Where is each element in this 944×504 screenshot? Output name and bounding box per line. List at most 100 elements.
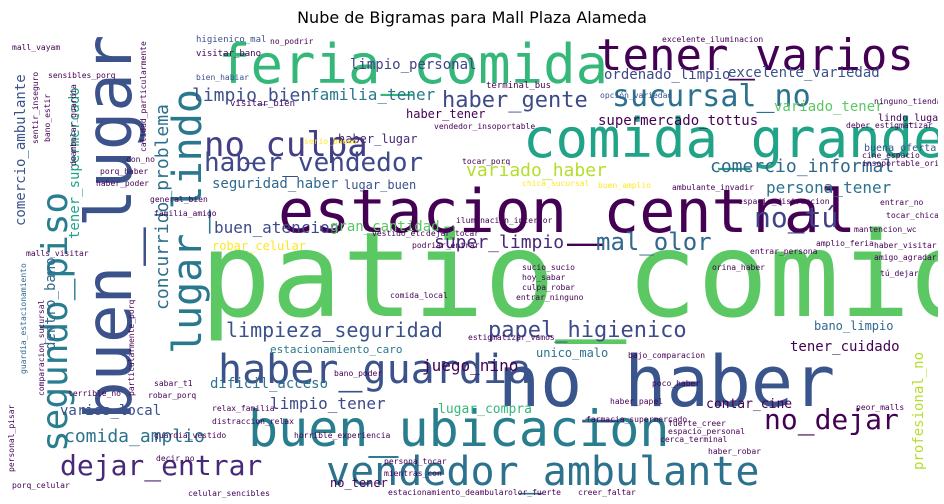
word-ambulante-invadir: ambulante_invadir [672, 183, 754, 192]
word-deambular-guardia: deambular_guardia [69, 84, 78, 166]
word-excelente-iluminacion: excelente_iluminacion [662, 35, 764, 44]
word-buen-amplio: buen_amplio [598, 181, 651, 190]
word-insoportable-orina: insoportable_orina [862, 159, 938, 168]
word-visitar-bien: visitar_bien [230, 99, 296, 109]
word-distraccion-relax: distraccion_relax [212, 417, 294, 426]
word-vestido-etc: vestido_etc [372, 229, 425, 238]
word-dificil-acceso: dificil_acceso [210, 376, 329, 392]
word-lindo-lugar: lindo_lugar [878, 113, 938, 124]
word-haber-lugar: haber_lugar [338, 132, 418, 146]
word-mal-olor: mal_olor [596, 228, 712, 256]
word-supermercado-tottus: supermercado_tottus [598, 113, 759, 129]
word-orina-haber: orina_haber [712, 263, 765, 272]
chart-title: Nube de Bigramas para Mall Plaza Alameda [297, 8, 647, 27]
word-peor-malls: peor_malls [856, 403, 905, 412]
word-tocar-chica: tocar_chica [886, 211, 938, 220]
word-patio-comida: patio_comida [200, 206, 938, 344]
word-espacio-distraccion: espacio_distraccion [738, 197, 830, 206]
word-sucio-sucio: sucio_sucio [522, 263, 575, 272]
word-buen-atencion: buen_atencion [214, 218, 340, 237]
word-buena-oferta: buena_oferta [864, 143, 937, 154]
word-hoy-sabar: hoy_sabar [522, 273, 566, 282]
word-limpio-bien: limpio_bien [192, 85, 312, 106]
word-no-tener: no_tener [330, 476, 388, 490]
word-opcion-variedad: opción_variedad [600, 91, 673, 100]
word-ninguno-tiendas: ninguno_tiendas [874, 97, 938, 106]
word-visitar-bano: visitar_bano [196, 49, 262, 59]
word-robar-celular: robar_celular [212, 239, 306, 253]
word-no-dejar: no_dejar [764, 403, 899, 436]
word-seguridad-haber: seguridad_haber [212, 176, 339, 192]
word-olor-fuerte: olor_fuerte [508, 488, 561, 497]
word-estigmatizar-vamos: estigmatizar_vamos [468, 333, 555, 342]
word-lugar-buen: lugar_buen [344, 178, 417, 192]
word-sabar-t1: sabar_t1 [154, 379, 193, 388]
word-bajo-comparacion: bajo_comparacion [628, 351, 706, 360]
word-bano-poder: bano_poder [334, 369, 383, 378]
word-concurrido-problema: concurrido_problema [152, 104, 173, 310]
word-comercio-informal: comercio_informal [710, 156, 895, 177]
word-personal-pisar: personal_pisar [8, 404, 16, 472]
word-comparacion-sucursal: comparacion_sucursal [37, 299, 46, 396]
word-sensibles-porq: sensibles_porq [48, 71, 116, 80]
word-relax-familia: relax_familia [212, 404, 275, 413]
word-haber-visitar: haber_visitar [874, 241, 937, 250]
word-familia-amigo: familia_amigo [154, 209, 217, 218]
word-guardia-vestido: guardia_vestido [154, 431, 227, 440]
word-no-haber: no_haber [498, 341, 836, 423]
word-podriar-entrar: podriar_entrar [412, 241, 480, 250]
word-porq-haber: porq_haber [100, 167, 149, 176]
word-guardia-estacionamiento: guardia_estacionamiento [19, 263, 28, 374]
word-juego-nino: juego_nino [422, 356, 519, 375]
word-ordenado-limpio: ordenado_limpio [604, 67, 731, 83]
word-amigo-agradar: amigo_agradar_comida [874, 253, 938, 262]
word-farmacia-supermercado: farmacia_supermercado [586, 415, 688, 424]
word-horrible-experiencia: horrible_experiencia [294, 431, 391, 440]
word-variado-tener: variado_tener [774, 99, 884, 115]
word-tener-varios: tener_varios [596, 34, 914, 81]
word-estacionamiento-deambular: estacionamiento_deambular [388, 488, 509, 497]
word-vendedor-ambulante: vendedor_ambulante [326, 449, 760, 495]
word-entrar-no: entrar_no [880, 198, 924, 207]
word-no-culpa: no_culpa [204, 125, 368, 165]
word-general-bien: general_bien [150, 195, 208, 204]
word-dejar-entrar: dejar_entrar [60, 449, 263, 482]
word-con-no: con_no [126, 155, 155, 164]
word-higienico-mal: higienico_mal [196, 35, 267, 45]
word-bien-habiar: bien_habiar [196, 73, 249, 82]
word-comida-amplio: comida_amplio [64, 426, 205, 447]
word-porq-celular: porq_celular [12, 481, 70, 490]
word-dentro-bano: dentro_bano [43, 257, 59, 350]
word-mientras-con: mientras_con [384, 469, 442, 478]
word-tener-cuidado: tener_cuidado [790, 339, 900, 355]
word-tocar-porq: tocar_porq [462, 157, 511, 166]
word-creer-faltar: creer_faltar [578, 488, 636, 497]
word-contar-cine: contar_cine [706, 397, 793, 412]
word-particularmente-porq: particularmente_porq [127, 299, 136, 396]
word-profesional-no: profesional_no [911, 351, 927, 470]
word-mantencion-wc: mantencion_wc [854, 225, 917, 234]
word-varios-local: varios_local [60, 403, 162, 419]
word-tu-dejar: tú_dejar [880, 269, 919, 278]
word-comida-grande: comida_grande [523, 107, 938, 170]
word-lugar-lindo: lugar_lindo [165, 89, 211, 354]
word-sentir-inseguro: sentir_inseguro [31, 71, 40, 144]
word-celular-sencibles: celular_sencibles [188, 489, 270, 498]
word-bano-limpio: bano_limpio [814, 319, 894, 333]
word-comida-local: comida_local [390, 291, 448, 300]
word-persona-tocar: persona_tocar [384, 457, 447, 466]
word-estacion-central: estacion_central [278, 177, 856, 247]
word-limpio-personal: limpio_personal [350, 57, 477, 73]
word-papel-higienico: papel_higienico [488, 318, 687, 343]
word-no-podrir: no_podrir [270, 37, 314, 46]
word-estacionamiento-caro: estacionamiento_caro [270, 343, 403, 356]
word-limpieza-seguridad: limpieza_seguridad [226, 318, 443, 342]
word-haber-gente: haber_gente [442, 88, 588, 113]
word-poco-haber: poco_haber [652, 379, 701, 388]
word-haber-vendedor: haber_vendedor [204, 148, 424, 178]
word-fuerte-creer: fuerte_creer [668, 419, 726, 428]
word-super-limpio: super_limpio [434, 232, 565, 253]
word-unico-malo: unico_malo [536, 346, 609, 360]
word-serio-bueno: serio_bueno [304, 137, 357, 146]
word-cerca-terminal: cerca_terminal [660, 435, 728, 444]
